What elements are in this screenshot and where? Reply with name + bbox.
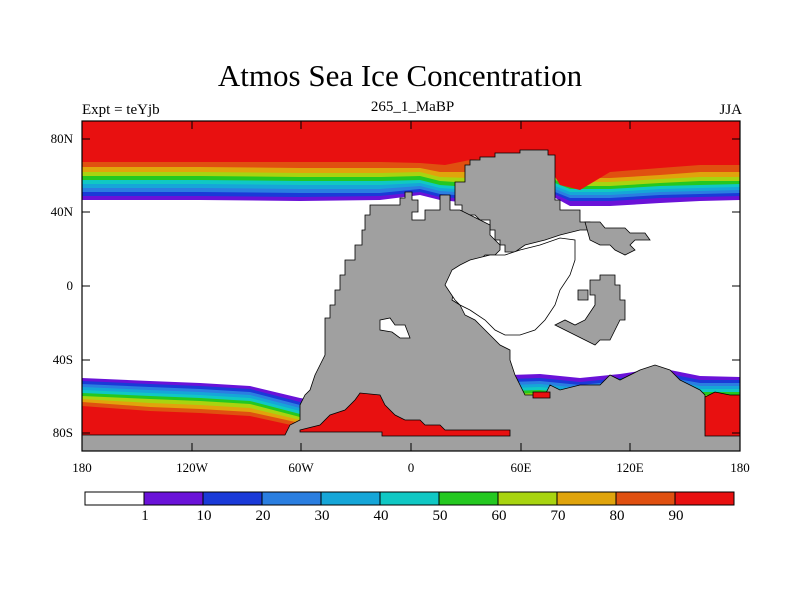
colorbar-label: 20 [255,508,271,524]
colorbar-swatch [438,491,499,506]
land-masses [82,149,740,451]
colorbar-label: 90 [668,508,684,524]
map-layers [82,121,740,451]
land-island-east [554,274,626,346]
ice-patch-small [532,391,551,399]
lon-label-60e: 60E [510,460,532,475]
colorbar-swatch [379,491,440,506]
ice-patch-east [704,391,740,437]
colorbar-label: 10 [196,508,212,524]
colorbar-label: 30 [314,508,330,524]
colorbar-label: 40 [373,508,389,524]
land-small-island [577,289,589,301]
lon-label-180w: 180 [72,460,92,475]
lon-label-120e: 120E [616,460,644,475]
colorbar-swatch [143,491,204,506]
colorbar-swatch [320,491,381,506]
ice-patch-south [299,392,511,437]
lat-label-80s: 80S [52,425,73,440]
northern-ice-bands [82,121,740,206]
colorbar-swatch [497,491,558,506]
lat-label-40s: 40S [52,352,73,367]
land-east-arm [584,221,651,256]
lat-label-0: 0 [66,278,74,293]
colorbar-label: 1 [141,508,149,524]
colorbar-label: 80 [609,508,625,524]
colorbar-swatch [202,491,263,506]
colorbar-swatch [84,491,145,506]
lon-label-120w: 120W [176,460,208,475]
inland-water [379,237,576,339]
lat-label-80n: 80N [50,131,73,146]
lon-label-0: 0 [407,460,415,475]
lat-label-40n: 40N [50,204,73,219]
colorbar-label: 70 [550,508,566,524]
land-ice-patches [299,391,740,437]
lon-label-60w: 60W [288,460,314,475]
colorbar-swatch [615,491,676,506]
tick-marks [82,121,740,451]
colorbar-swatch [261,491,322,506]
colorbar-label: 60 [491,508,507,524]
experiment-label: Expt = teYjb [82,102,160,118]
inland-sea [444,237,576,336]
colorbar-swatch [556,491,617,506]
north-band-10 [82,121,740,190]
colorbar-label: 50 [432,508,448,524]
chart-subtitle: 265_1_MaBP [370,99,455,115]
inland-lake [379,317,411,339]
lon-label-180e: 180 [730,460,750,475]
colorbar-swatch [674,491,735,506]
chart-title: Atmos Sea Ice Concentration [217,58,583,93]
season-label: JJA [719,102,742,118]
colorbar [84,491,735,506]
